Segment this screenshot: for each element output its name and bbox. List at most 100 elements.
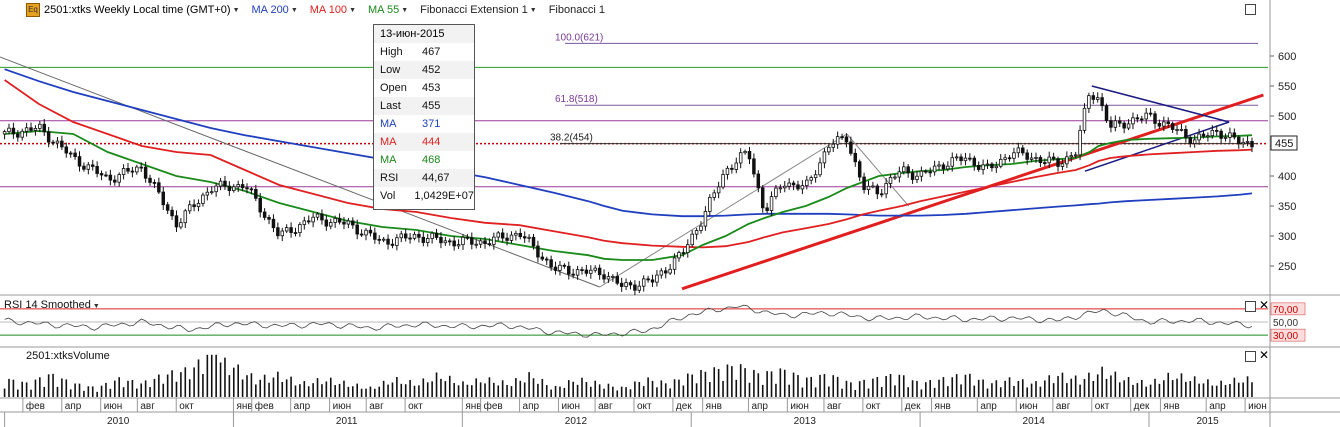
trendline (0, 56, 600, 288)
volume-bar (753, 369, 755, 397)
candle-body (337, 218, 342, 223)
candle-body (1025, 152, 1029, 160)
volume-bar (501, 380, 504, 397)
volume-bar (651, 380, 654, 397)
volume-bar (8, 378, 10, 397)
volume-bar (378, 386, 381, 397)
candle-body (249, 188, 254, 191)
volume-bar (382, 380, 385, 397)
candle-body (1021, 147, 1025, 154)
candle-body (769, 196, 774, 211)
candle-body (412, 233, 417, 239)
volume-bar (960, 384, 962, 397)
volume-bar (863, 379, 865, 397)
volume-bar (34, 379, 37, 397)
rsi-pane[interactable]: 70,00 50,00 30,00 (0, 302, 1340, 348)
volume-bar (347, 386, 350, 397)
candle-body (1214, 129, 1219, 132)
candle-body (121, 168, 126, 175)
candle-body (531, 236, 536, 247)
volume-bar (942, 377, 945, 397)
candle-body (694, 230, 699, 235)
volume-bar (431, 381, 433, 397)
volume-pane-title[interactable]: 2501:xtksVolume (26, 350, 110, 362)
indicator-fib-extension[interactable]: Fibonacci Extension 1 ▼ (420, 4, 537, 16)
maximize-pane-button[interactable] (1245, 4, 1256, 15)
volume-bar (532, 378, 535, 397)
candle-body (743, 151, 747, 154)
year-label: 2011 (336, 416, 358, 427)
candle-body (994, 165, 999, 169)
candle-body (381, 238, 386, 241)
volume-bar (343, 380, 345, 397)
volume-bar (731, 366, 733, 397)
volume-bar (625, 387, 627, 397)
candle-body (1140, 118, 1144, 121)
volume-bar (475, 378, 478, 397)
volume-bar (131, 380, 134, 397)
candle-body (355, 224, 359, 235)
x-tick-label: окт (637, 401, 652, 412)
candle-body (315, 213, 320, 218)
year-label: 2012 (565, 416, 588, 427)
volume-bar (1066, 383, 1068, 397)
volume-pane[interactable] (0, 354, 1340, 399)
volume-bar (854, 389, 857, 397)
volume-bar (977, 379, 980, 397)
volume-bar (400, 383, 403, 397)
volume-bar (1224, 384, 1227, 397)
candle-body (1118, 120, 1122, 124)
candle-body (544, 258, 549, 261)
candle-body (932, 165, 937, 173)
candle-body (135, 166, 139, 173)
volume-bar (1101, 366, 1103, 397)
indicator-fibonacci[interactable]: Fibonacci 1 (549, 4, 605, 16)
candle-body (641, 278, 646, 287)
maximize-pane-button[interactable] (1245, 301, 1256, 312)
candle-body (306, 220, 311, 223)
volume-bar (713, 367, 716, 397)
volume-bar (717, 368, 720, 397)
indicator-ma-100[interactable]: MA 100 ▼ (310, 4, 356, 16)
candle-body (646, 278, 650, 281)
candle-body (708, 197, 712, 212)
volume-bar (850, 382, 852, 397)
volume-bar (1171, 380, 1174, 397)
candle-body (1184, 128, 1188, 138)
volume-bar (1145, 386, 1147, 397)
x-tick-label: янв (706, 401, 722, 412)
x-tick-label: апр (523, 401, 540, 412)
volume-bar (876, 376, 879, 397)
volume-bar (422, 378, 425, 397)
symbol-title[interactable]: 2501:xtks Weekly Local time (GMT+0) ▼ (44, 4, 240, 16)
volume-bar (1013, 385, 1015, 397)
volume-bar (581, 377, 583, 397)
candle-body (633, 284, 637, 291)
x-tick-label: авг (369, 401, 384, 412)
indicator-label: Fibonacci 1 (548, 4, 605, 16)
indicator-ma-55[interactable]: MA 55 ▼ (368, 4, 408, 16)
volume-bar (739, 364, 742, 397)
volume-bar (1149, 384, 1152, 397)
indicator-ma-200[interactable]: MA 200 ▼ (252, 4, 298, 16)
volume-bar (660, 380, 663, 397)
data-tooltip: 13-июн-2015 High 467 Low 452 Open 453 Last 4… (373, 24, 475, 210)
equity-icon[interactable]: Eq (26, 3, 40, 17)
volume-bar (1057, 376, 1059, 397)
close-icon[interactable]: ✕ (1259, 348, 1270, 362)
volume-bar (788, 384, 790, 397)
rsi-pane-title[interactable]: RSI 14 Smoothed ▼ (4, 299, 100, 311)
candle-body (1166, 121, 1170, 124)
x-tick-label: апр (1209, 401, 1226, 412)
volume-bar (1114, 371, 1117, 397)
close-icon[interactable]: ✕ (1259, 298, 1270, 312)
candle-body (1034, 157, 1038, 159)
ma-line (4, 68, 1253, 218)
chevron-down-icon: ▼ (92, 303, 100, 310)
candle-body (1065, 156, 1069, 165)
volume-bar (206, 354, 209, 397)
maximize-pane-button[interactable] (1245, 351, 1256, 362)
volume-bar (479, 382, 482, 397)
